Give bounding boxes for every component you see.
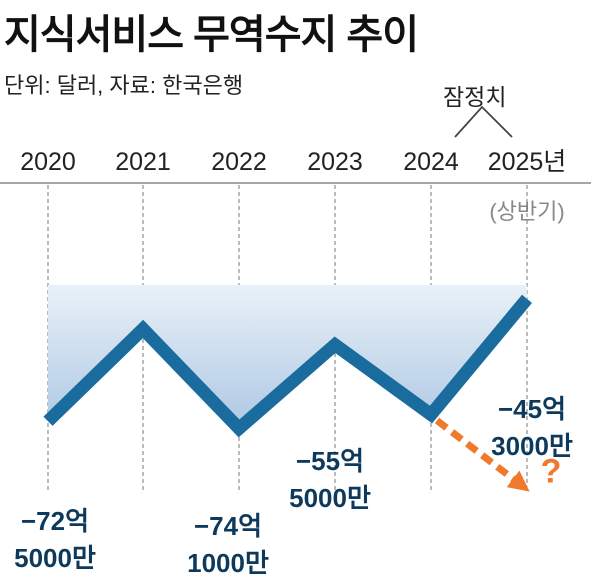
x-tick-label: 2021	[115, 148, 171, 176]
projection-question-mark: ?	[541, 453, 562, 491]
data-label: 5000만	[289, 483, 371, 513]
unit-note: 단위: 달러, 자료: 한국은행	[4, 73, 244, 98]
x-tick-label: 2025년	[488, 148, 567, 176]
x-tick-label: 2023	[307, 148, 363, 176]
data-label: 1000만	[187, 548, 269, 578]
data-label: −74억	[194, 511, 262, 541]
data-label: 5000만	[14, 543, 96, 573]
data-label: −55억	[296, 446, 364, 476]
chart-title: 지식서비스 무역수지 추이	[4, 13, 419, 57]
x-tick-label: 2024	[403, 148, 459, 176]
x-tick-sublabel: (상반기)	[489, 199, 564, 224]
x-tick-label: 2022	[211, 148, 267, 176]
series-line	[43, 294, 533, 438]
preliminary-bracket	[454, 105, 513, 138]
preliminary-note: 잠정치	[443, 84, 507, 110]
data-label: −72억	[21, 506, 89, 536]
data-label: −45억	[498, 394, 566, 424]
x-tick-label: 2020	[20, 148, 76, 176]
data-label: 3000만	[491, 431, 573, 461]
